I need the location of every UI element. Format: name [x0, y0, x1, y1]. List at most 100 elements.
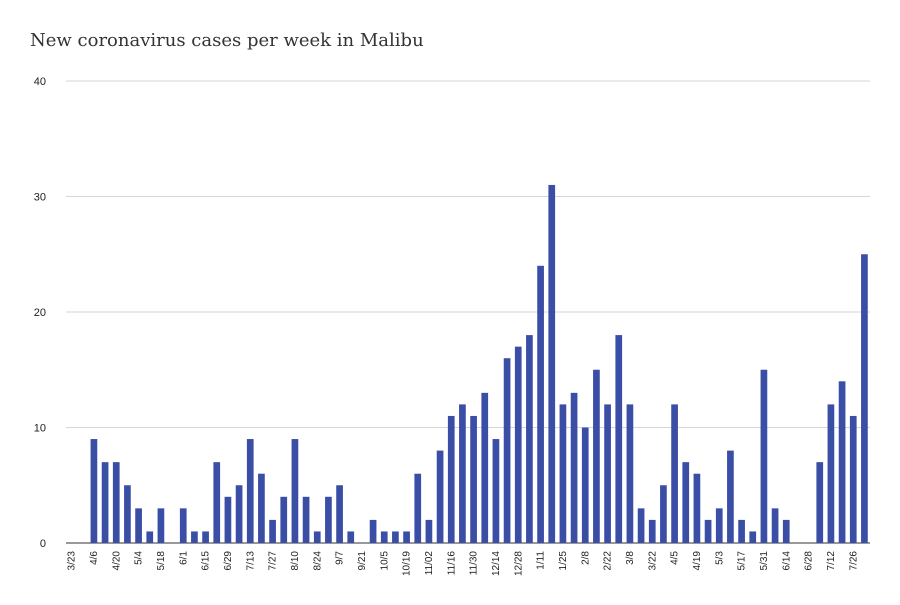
- x-tick-label: 6/14: [781, 551, 792, 571]
- bar: [526, 335, 533, 543]
- bar: [369, 519, 377, 543]
- x-tick-label: 8/10: [290, 551, 301, 571]
- x-tick-label: 7/13: [245, 551, 256, 571]
- y-tick-label: 30: [34, 192, 46, 204]
- x-tick-label: 2/22: [603, 551, 614, 571]
- bar: [816, 462, 824, 543]
- x-tick-label: 4/20: [111, 551, 122, 571]
- bar: [280, 496, 288, 543]
- bar: [112, 462, 120, 543]
- y-tick-label: 20: [34, 307, 46, 319]
- bar: [715, 508, 723, 543]
- bar: [548, 184, 556, 543]
- bar: [593, 369, 600, 543]
- x-tick-label: 4/19: [692, 551, 703, 571]
- x-tick-label: 12/14: [491, 551, 502, 576]
- bar: [269, 519, 276, 543]
- y-tick-label: 0: [40, 538, 46, 550]
- x-tick-label: 6/29: [223, 551, 234, 571]
- x-tick-label: 6/28: [804, 551, 815, 571]
- x-tick-label: 3/22: [647, 551, 658, 571]
- bar: [570, 392, 578, 543]
- bar: [615, 335, 623, 543]
- y-tick-label: 40: [34, 76, 46, 88]
- bar: [124, 485, 131, 543]
- bar: [559, 404, 567, 543]
- bar: [514, 346, 522, 543]
- bar: [146, 531, 154, 543]
- x-tick-label: 10/5: [379, 551, 390, 571]
- x-tick-label: 11/30: [469, 551, 480, 576]
- bar: [213, 462, 221, 543]
- bar: [336, 485, 343, 543]
- bar: [90, 439, 98, 543]
- bar: [135, 508, 142, 543]
- bar: [425, 519, 433, 543]
- y-axis-ticks: 0 10 20 30 40: [34, 76, 46, 550]
- bar: [291, 439, 299, 543]
- bar: [224, 496, 232, 543]
- bar: [101, 462, 109, 543]
- bar: [179, 508, 187, 543]
- x-tick-label: 12/28: [513, 551, 524, 576]
- y-tick-label: 10: [34, 423, 46, 435]
- bar: [660, 485, 667, 543]
- bar: [749, 531, 757, 543]
- x-tick-label: 5/4: [134, 551, 145, 565]
- bar: [704, 519, 712, 543]
- x-tick-label: 4/6: [89, 551, 100, 565]
- bar: [771, 508, 779, 543]
- x-tick-label: 11/02: [424, 551, 435, 576]
- bar: [235, 485, 243, 543]
- bar: [693, 473, 701, 543]
- bar: [380, 531, 388, 543]
- x-tick-label: 5/3: [714, 551, 725, 565]
- bar: [827, 404, 835, 543]
- bar: [325, 496, 332, 543]
- x-tick-label: 6/15: [201, 551, 212, 571]
- bar: [738, 519, 745, 543]
- bar: [648, 519, 656, 543]
- x-tick-label: 11/16: [446, 551, 457, 576]
- bar: [537, 265, 544, 543]
- bar: [727, 450, 734, 543]
- x-tick-label: 5/18: [156, 551, 167, 571]
- x-tick-label: 9/7: [335, 551, 346, 565]
- bar: [347, 531, 355, 543]
- x-tick-label: 2/8: [580, 551, 591, 565]
- bar: [302, 496, 310, 543]
- bar: [581, 427, 589, 543]
- chart-title: New coronavirus cases per week in Malibu: [30, 30, 424, 51]
- bar: [626, 404, 634, 543]
- x-tick-label: 9/21: [357, 551, 368, 571]
- bar: [447, 415, 455, 543]
- x-tick-label: 3/8: [625, 551, 636, 565]
- x-tick-label: 3/23: [67, 551, 78, 571]
- bar: [782, 519, 790, 543]
- bar: [760, 369, 768, 543]
- bar: [861, 254, 868, 543]
- x-tick-label: 1/11: [536, 551, 547, 570]
- bar: [481, 392, 489, 543]
- bar: [604, 404, 611, 543]
- x-tick-label: 8/24: [312, 551, 323, 571]
- bar: [157, 508, 165, 543]
- bar: [246, 439, 254, 543]
- x-tick-label: 7/12: [826, 551, 837, 571]
- bar: [258, 473, 265, 543]
- bar: [313, 531, 321, 543]
- x-axis-ticks: 3/23 4/6 4/20 5/4 5/18 6/1 6/15 6/29 7/13 7/27 8/1…: [67, 551, 860, 576]
- bar: [492, 439, 500, 543]
- bar: [637, 508, 645, 543]
- x-tick-label: 10/19: [402, 551, 413, 576]
- bar: [470, 415, 477, 543]
- bar: [459, 404, 466, 543]
- bar: [202, 531, 209, 543]
- bar: [436, 450, 444, 543]
- bar: [414, 473, 422, 543]
- bar: [682, 462, 690, 543]
- x-tick-label: 6/1: [178, 551, 189, 565]
- gridlines: [66, 80, 870, 544]
- x-tick-label: 4/5: [670, 551, 681, 565]
